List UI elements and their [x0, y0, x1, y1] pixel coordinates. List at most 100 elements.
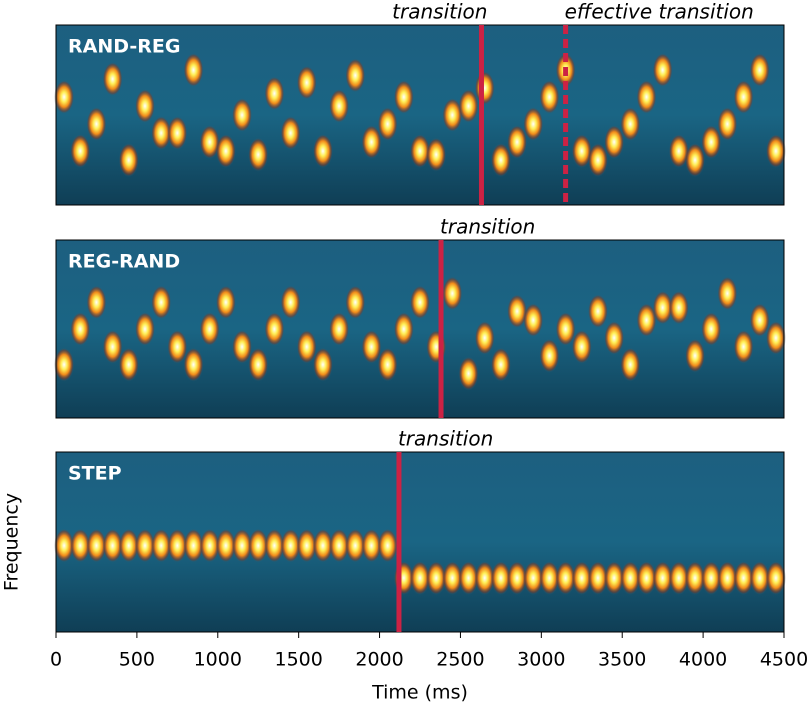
tone: [280, 528, 301, 563]
tone: [571, 561, 592, 595]
tone: [555, 561, 576, 595]
tone: [134, 528, 156, 563]
tone: [296, 329, 317, 364]
tone: [701, 312, 722, 346]
tone: [604, 320, 625, 355]
tone: [571, 329, 592, 364]
x-tick-label: 2500: [436, 649, 484, 671]
tone: [668, 290, 689, 325]
tone: [118, 143, 139, 177]
x-tick-label: 3500: [598, 649, 646, 671]
tone: [717, 107, 738, 141]
tone: [167, 116, 188, 150]
tone: [296, 528, 317, 563]
tone: [232, 528, 253, 563]
tone: [409, 134, 431, 168]
tone: [118, 347, 139, 382]
tone: [86, 285, 107, 320]
tone: [636, 80, 657, 114]
tone: [733, 329, 754, 364]
panel-title: STEP: [68, 463, 122, 485]
tone: [571, 134, 592, 168]
tone: [733, 561, 754, 595]
tone: [426, 561, 447, 595]
x-tick-label: 4500: [760, 649, 808, 671]
x-tick-label: 4000: [679, 649, 727, 671]
tone: [312, 347, 333, 382]
tone: [248, 137, 269, 172]
x-axis-label: Time (ms): [371, 682, 468, 704]
tone: [620, 107, 641, 141]
tone: [652, 290, 673, 325]
tone: [555, 312, 576, 346]
tone: [345, 528, 366, 563]
tone: [183, 347, 204, 382]
tone: [765, 320, 786, 355]
tone: [377, 107, 398, 141]
panel-frame: [55, 24, 785, 206]
tone: [54, 347, 75, 382]
tone: [248, 528, 269, 563]
tone: [587, 561, 608, 595]
tone: [151, 528, 172, 563]
tone: [442, 561, 463, 595]
tone: [248, 347, 269, 382]
tone: [102, 62, 123, 96]
tone: [296, 65, 317, 100]
tone: [280, 116, 301, 150]
tone: [507, 561, 528, 595]
tone: [86, 528, 107, 563]
tone: [684, 561, 706, 595]
tone: [458, 356, 479, 391]
spectrogram-background: [56, 240, 784, 418]
tone: [490, 143, 511, 177]
x-tick-label: 1500: [274, 649, 322, 671]
transition-label: effective transition: [565, 0, 754, 24]
tone: [361, 125, 382, 159]
transition-label: transition: [398, 427, 493, 451]
tone: [442, 98, 463, 132]
tone: [636, 561, 657, 595]
tone: [523, 303, 544, 338]
tone: [409, 561, 431, 595]
tone: [199, 312, 220, 346]
tone: [717, 561, 738, 595]
tone: [54, 528, 75, 563]
tone: [345, 285, 366, 320]
tone: [280, 285, 301, 320]
tone: [604, 561, 625, 595]
tone: [490, 561, 511, 595]
tone: [215, 528, 236, 563]
tone: [587, 294, 608, 329]
tone: [151, 285, 172, 320]
panel-title: RAND-REG: [68, 36, 180, 58]
tone: [539, 80, 560, 114]
tone: [765, 134, 786, 168]
tone: [604, 125, 625, 159]
tone: [426, 137, 447, 172]
tone: [86, 107, 107, 141]
tone: [54, 80, 75, 114]
tone: [102, 528, 123, 563]
tone: [668, 134, 689, 168]
tone: [118, 528, 139, 563]
y-axis-label: Frequency: [1, 493, 23, 591]
tone: [765, 561, 786, 595]
tone: [264, 312, 285, 346]
tone: [507, 294, 528, 329]
tone: [684, 143, 706, 177]
tone: [134, 312, 156, 346]
transition-label: transition: [392, 0, 487, 24]
tone: [70, 528, 91, 563]
tone: [668, 561, 689, 595]
tone: [620, 347, 641, 382]
tone: [490, 347, 511, 382]
x-tick-label: 0: [50, 649, 62, 671]
tone: [442, 276, 463, 311]
tone: [215, 134, 236, 168]
tone: [215, 285, 236, 320]
tone: [345, 58, 366, 93]
x-tick-label: 3000: [517, 649, 565, 671]
tone: [409, 285, 431, 320]
